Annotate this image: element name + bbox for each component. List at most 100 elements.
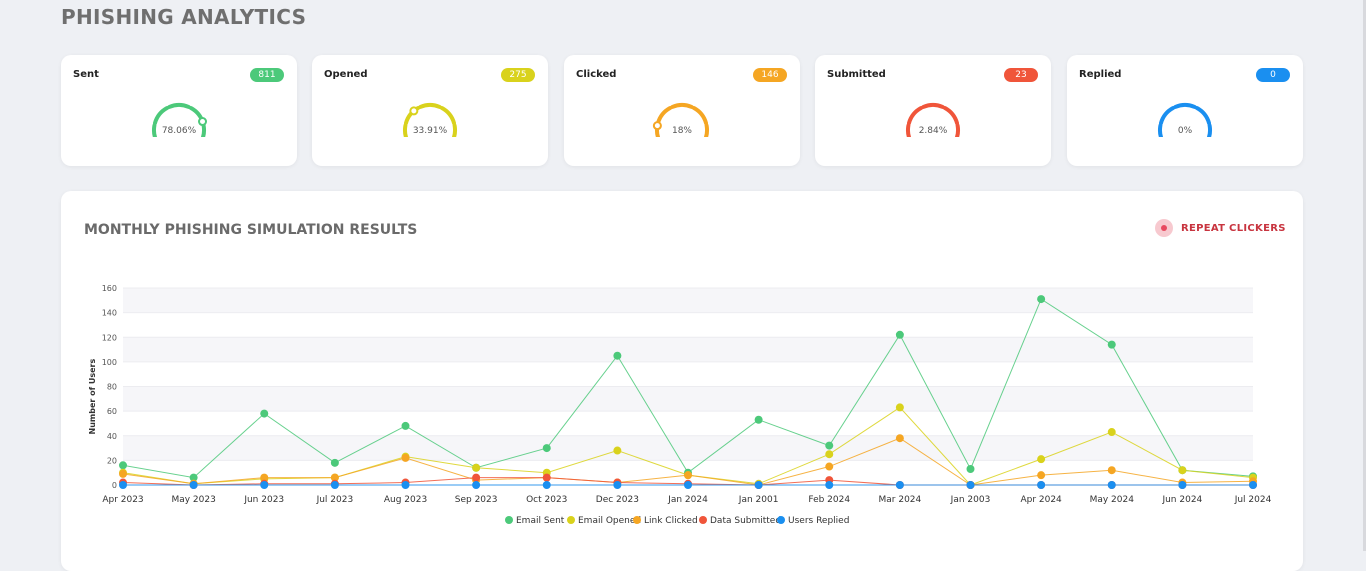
data-point[interactable] — [754, 481, 763, 489]
gauge-segment — [152, 106, 170, 126]
x-tick-label: Jan 2003 — [950, 495, 991, 505]
data-point[interactable] — [542, 481, 551, 489]
data-point[interactable] — [542, 444, 551, 453]
legend-item[interactable]: Link Clicked — [633, 516, 698, 526]
gauge-segment — [954, 123, 960, 137]
data-point[interactable] — [684, 471, 692, 480]
data-point[interactable] — [472, 463, 481, 472]
data-point[interactable] — [754, 415, 763, 424]
count-badge: 811 — [250, 68, 284, 82]
legend-label: Link Clicked — [644, 516, 698, 526]
data-point[interactable] — [472, 473, 481, 482]
grid-band — [123, 337, 1253, 362]
x-tick-label: May 2023 — [171, 495, 215, 505]
card-sent[interactable]: Sent 811 78.06% — [61, 55, 297, 166]
legend-label: Users Replied — [788, 516, 849, 526]
page-title: PHISHING ANALYTICS — [61, 5, 307, 29]
data-point[interactable] — [825, 441, 834, 450]
x-tick-label: Dec 2023 — [596, 495, 639, 505]
data-point[interactable] — [895, 481, 904, 489]
data-point[interactable] — [260, 481, 269, 489]
data-point[interactable] — [472, 481, 481, 489]
data-point[interactable] — [895, 403, 904, 412]
gauge-segment — [906, 106, 924, 126]
x-tick-label: Mar 2024 — [879, 495, 922, 505]
data-point[interactable] — [119, 469, 127, 478]
data-point[interactable] — [1037, 471, 1046, 480]
legend-swatch — [567, 516, 575, 524]
x-tick-label: Jan 2024 — [667, 495, 708, 505]
x-tick-label: Jun 2024 — [1161, 495, 1202, 505]
card-opened[interactable]: Opened 275 33.91% — [312, 55, 548, 166]
y-tick-label: 120 — [102, 333, 117, 342]
gauge-icon: 78.06% — [152, 103, 208, 137]
grid-band — [123, 435, 1253, 461]
data-point[interactable] — [1107, 428, 1116, 437]
data-point[interactable] — [825, 481, 834, 489]
scrollbar[interactable] — [1363, 0, 1366, 551]
x-tick-label: Aug 2023 — [384, 495, 427, 505]
data-point[interactable] — [1107, 340, 1116, 349]
data-point[interactable] — [613, 481, 622, 489]
data-point[interactable] — [542, 473, 551, 482]
gauge-segment — [439, 106, 457, 126]
data-point[interactable] — [119, 481, 127, 489]
legend-item[interactable]: Email Sent — [505, 516, 565, 526]
data-point[interactable] — [330, 458, 339, 467]
legend-item[interactable]: Email Opened — [567, 516, 641, 526]
data-point[interactable] — [260, 473, 269, 482]
data-point[interactable] — [1178, 466, 1187, 475]
data-point[interactable] — [1037, 295, 1046, 304]
data-point[interactable] — [260, 409, 269, 418]
data-point[interactable] — [825, 462, 834, 471]
y-tick-label: 60 — [107, 407, 117, 416]
data-point[interactable] — [330, 473, 339, 482]
legend-item[interactable]: Data Submitted — [699, 516, 781, 526]
gauge-percent: 33.91% — [413, 126, 448, 136]
data-point[interactable] — [1037, 481, 1046, 489]
data-point[interactable] — [684, 481, 692, 489]
y-axis-label: Number of Users — [88, 359, 97, 435]
x-tick-label: Sep 2023 — [455, 495, 498, 505]
legend-swatch — [777, 516, 785, 524]
monthly-results-panel: MONTHLY PHISHING SIMULATION RESULTS REPE… — [61, 191, 1303, 571]
data-point[interactable] — [401, 481, 410, 489]
x-tick-label: Apr 2024 — [1020, 495, 1062, 505]
data-point[interactable] — [189, 473, 198, 482]
data-point[interactable] — [895, 434, 904, 443]
gauge-segment — [418, 103, 442, 109]
x-tick-label: Oct 2023 — [526, 495, 567, 505]
data-point[interactable] — [189, 481, 198, 489]
card-label: Sent — [73, 69, 99, 80]
data-point[interactable] — [119, 461, 127, 470]
data-point[interactable] — [1249, 481, 1257, 489]
x-tick-label: Jan 2001 — [738, 495, 779, 505]
data-point[interactable] — [613, 446, 622, 455]
gauge-segment — [200, 123, 206, 137]
card-replied[interactable]: Replied 0 0% — [1067, 55, 1303, 166]
x-tick-label: Apr 2023 — [102, 495, 143, 505]
gauge-segment — [1206, 123, 1212, 137]
gauge-segment — [1173, 103, 1197, 109]
legend-label: Email Opened — [578, 516, 641, 526]
card-submitted[interactable]: Submitted 23 2.84% — [815, 55, 1051, 166]
repeat-clickers-button[interactable]: REPEAT CLICKERS — [1155, 219, 1286, 237]
data-point[interactable] — [966, 464, 975, 473]
data-point[interactable] — [401, 453, 410, 462]
data-point[interactable] — [1178, 481, 1187, 489]
data-point[interactable] — [1107, 466, 1116, 475]
data-point[interactable] — [613, 351, 622, 360]
line-chart: 0 20 40 60 80 100 120 140 160 Number of Users Apr … — [88, 284, 1272, 526]
gauge-segment — [1194, 106, 1212, 126]
data-point[interactable] — [1037, 455, 1046, 464]
data-point[interactable] — [1107, 481, 1116, 489]
legend-item[interactable]: Users Replied — [777, 516, 849, 526]
card-clicked[interactable]: Clicked 146 18% — [564, 55, 800, 166]
data-point[interactable] — [825, 450, 834, 459]
data-point[interactable] — [330, 481, 339, 489]
data-point[interactable] — [966, 481, 975, 489]
data-point[interactable] — [895, 330, 904, 339]
gauge-segment — [451, 123, 457, 137]
data-point[interactable] — [401, 421, 410, 430]
card-label: Submitted — [827, 69, 886, 80]
